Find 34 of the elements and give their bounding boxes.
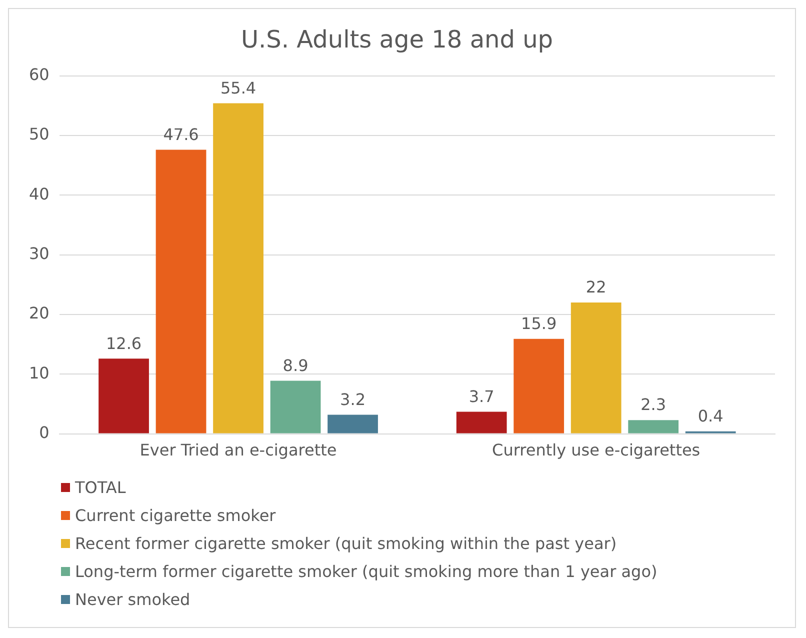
- x-tick-label: Ever Tried an e-cigarette: [140, 440, 337, 460]
- y-tick-label: 30: [29, 244, 50, 263]
- data-label: 0.4: [698, 406, 724, 426]
- chart-title: U.S. Adults age 18 and up: [240, 26, 554, 54]
- y-tick-label: 20: [29, 304, 50, 323]
- y-tick-label: 40: [29, 184, 50, 204]
- data-label: 22: [586, 278, 606, 297]
- bar: [456, 412, 507, 434]
- legend-label: Recent former cigarette smoker (quit smoking within the past year): [75, 534, 617, 552]
- data-label: 55.4: [220, 78, 256, 98]
- y-tick-label: 50: [29, 124, 50, 144]
- bar: [628, 420, 679, 434]
- y-tick-label: 10: [29, 363, 50, 382]
- bar: [98, 358, 149, 434]
- data-label: 47.6: [163, 124, 199, 144]
- data-label: 15.9: [521, 314, 557, 334]
- bar: [156, 150, 206, 434]
- y-tick-label: 60: [29, 64, 50, 84]
- bar: [514, 338, 564, 434]
- bar: [328, 414, 378, 434]
- y-tick-label: 0: [39, 422, 50, 442]
- data-label: 12.6: [106, 334, 142, 353]
- bar: [270, 380, 321, 434]
- legend-label: Current cigarette smoker: [75, 506, 276, 524]
- legend-label: Never smoked: [75, 590, 190, 608]
- legend-label: TOTAL: [75, 478, 126, 496]
- legend-label: Long-term former cigarette smoker (quit smoking more than 1 year ago): [75, 562, 658, 580]
- data-label: 2.3: [640, 395, 666, 414]
- bar: [570, 302, 622, 434]
- bar: [213, 103, 264, 434]
- data-label: 8.9: [282, 356, 308, 375]
- data-label: 3.7: [468, 386, 494, 406]
- data-label: 3.2: [340, 390, 366, 409]
- x-tick-label: Currently use e-cigarettes: [492, 440, 700, 460]
